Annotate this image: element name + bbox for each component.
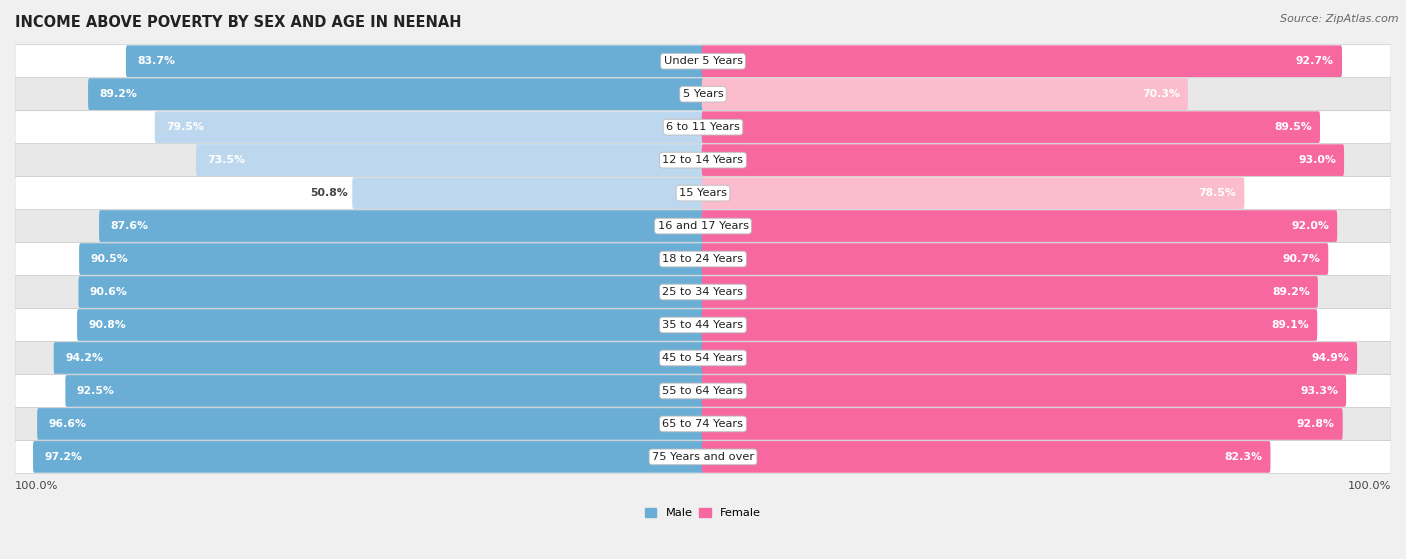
FancyBboxPatch shape: [15, 276, 1391, 309]
Text: 73.5%: 73.5%: [208, 155, 246, 165]
FancyBboxPatch shape: [155, 111, 704, 143]
Text: 18 to 24 Years: 18 to 24 Years: [662, 254, 744, 264]
Text: 93.0%: 93.0%: [1298, 155, 1336, 165]
Text: INCOME ABOVE POVERTY BY SEX AND AGE IN NEENAH: INCOME ABOVE POVERTY BY SEX AND AGE IN N…: [15, 15, 461, 30]
Text: 35 to 44 Years: 35 to 44 Years: [662, 320, 744, 330]
FancyBboxPatch shape: [79, 243, 704, 275]
Text: 70.3%: 70.3%: [1142, 89, 1180, 99]
FancyBboxPatch shape: [702, 375, 1346, 407]
Text: 89.1%: 89.1%: [1271, 320, 1309, 330]
Legend: Male, Female: Male, Female: [641, 503, 765, 523]
Text: 16 and 17 Years: 16 and 17 Years: [658, 221, 748, 231]
Text: 90.8%: 90.8%: [89, 320, 127, 330]
FancyBboxPatch shape: [15, 111, 1391, 144]
FancyBboxPatch shape: [65, 375, 704, 407]
Text: 82.3%: 82.3%: [1225, 452, 1263, 462]
FancyBboxPatch shape: [702, 243, 1329, 275]
Text: 90.5%: 90.5%: [90, 254, 128, 264]
FancyBboxPatch shape: [15, 78, 1391, 111]
FancyBboxPatch shape: [702, 408, 1343, 440]
Text: 90.7%: 90.7%: [1282, 254, 1320, 264]
Text: 87.6%: 87.6%: [111, 221, 149, 231]
Text: 94.2%: 94.2%: [65, 353, 103, 363]
Text: 78.5%: 78.5%: [1198, 188, 1236, 198]
FancyBboxPatch shape: [702, 210, 1337, 242]
Text: 90.6%: 90.6%: [90, 287, 128, 297]
Text: 55 to 64 Years: 55 to 64 Years: [662, 386, 744, 396]
Text: 89.2%: 89.2%: [1272, 287, 1310, 297]
Text: 93.3%: 93.3%: [1301, 386, 1339, 396]
FancyBboxPatch shape: [15, 408, 1391, 440]
FancyBboxPatch shape: [32, 441, 704, 473]
Text: 89.2%: 89.2%: [100, 89, 138, 99]
FancyBboxPatch shape: [15, 177, 1391, 210]
FancyBboxPatch shape: [195, 144, 704, 176]
FancyBboxPatch shape: [353, 177, 704, 209]
FancyBboxPatch shape: [127, 45, 704, 77]
Text: 75 Years and over: 75 Years and over: [652, 452, 754, 462]
FancyBboxPatch shape: [79, 276, 704, 308]
Text: 92.5%: 92.5%: [77, 386, 115, 396]
Text: 92.8%: 92.8%: [1296, 419, 1334, 429]
Text: 12 to 14 Years: 12 to 14 Years: [662, 155, 744, 165]
FancyBboxPatch shape: [15, 144, 1391, 177]
Text: 45 to 54 Years: 45 to 54 Years: [662, 353, 744, 363]
FancyBboxPatch shape: [15, 342, 1391, 375]
FancyBboxPatch shape: [702, 177, 1244, 209]
FancyBboxPatch shape: [15, 45, 1391, 78]
Text: 15 Years: 15 Years: [679, 188, 727, 198]
FancyBboxPatch shape: [98, 210, 704, 242]
FancyBboxPatch shape: [702, 144, 1344, 176]
Text: 92.7%: 92.7%: [1296, 56, 1334, 66]
Text: 65 to 74 Years: 65 to 74 Years: [662, 419, 744, 429]
FancyBboxPatch shape: [702, 309, 1317, 341]
Text: 83.7%: 83.7%: [138, 56, 176, 66]
FancyBboxPatch shape: [702, 276, 1317, 308]
Text: 97.2%: 97.2%: [45, 452, 83, 462]
Text: 25 to 34 Years: 25 to 34 Years: [662, 287, 744, 297]
FancyBboxPatch shape: [15, 309, 1391, 342]
Text: 92.0%: 92.0%: [1291, 221, 1329, 231]
FancyBboxPatch shape: [53, 342, 704, 374]
Text: Source: ZipAtlas.com: Source: ZipAtlas.com: [1281, 14, 1399, 24]
FancyBboxPatch shape: [77, 309, 704, 341]
FancyBboxPatch shape: [15, 375, 1391, 408]
Text: 96.6%: 96.6%: [49, 419, 87, 429]
FancyBboxPatch shape: [702, 342, 1357, 374]
Text: 50.8%: 50.8%: [311, 188, 349, 198]
FancyBboxPatch shape: [89, 78, 704, 110]
FancyBboxPatch shape: [702, 111, 1320, 143]
FancyBboxPatch shape: [15, 440, 1391, 473]
Text: Under 5 Years: Under 5 Years: [664, 56, 742, 66]
Text: 5 Years: 5 Years: [683, 89, 723, 99]
FancyBboxPatch shape: [702, 45, 1341, 77]
FancyBboxPatch shape: [702, 78, 1188, 110]
Text: 6 to 11 Years: 6 to 11 Years: [666, 122, 740, 132]
Text: 89.5%: 89.5%: [1274, 122, 1312, 132]
FancyBboxPatch shape: [15, 210, 1391, 243]
FancyBboxPatch shape: [15, 243, 1391, 276]
Text: 94.9%: 94.9%: [1312, 353, 1348, 363]
Text: 100.0%: 100.0%: [15, 481, 59, 491]
FancyBboxPatch shape: [702, 441, 1271, 473]
Text: 79.5%: 79.5%: [166, 122, 204, 132]
FancyBboxPatch shape: [37, 408, 704, 440]
Text: 100.0%: 100.0%: [1347, 481, 1391, 491]
